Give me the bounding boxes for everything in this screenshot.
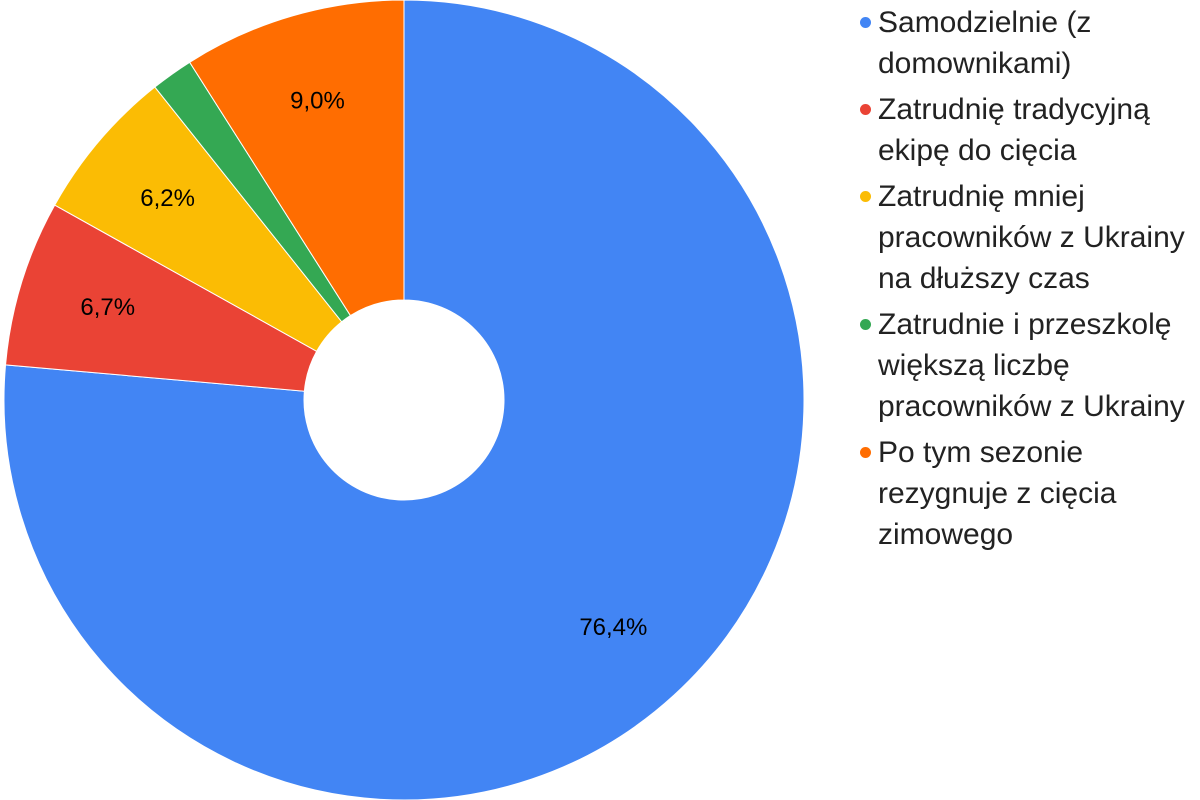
slice-label: 9,0% bbox=[290, 88, 345, 115]
legend-marker bbox=[860, 447, 871, 458]
legend-label: Zatrudnię tradycyjną ekipę do cięcia bbox=[878, 93, 1150, 167]
legend: Samodzielnie (z domownikami) Zatrudnię tr… bbox=[858, 2, 1188, 560]
slice bbox=[188, 0, 405, 317]
legend-marker bbox=[860, 17, 871, 28]
legend-label: Po tym sezonie rezygnuje z cięcia zimowe… bbox=[878, 436, 1117, 551]
slice bbox=[54, 86, 343, 352]
legend-marker bbox=[860, 104, 871, 115]
slice-label: 6,2% bbox=[140, 185, 195, 212]
legend-marker bbox=[860, 191, 871, 202]
slice bbox=[5, 204, 318, 392]
legend-item: Samodzielnie (z domownikami) bbox=[858, 2, 1188, 84]
legend-marker bbox=[860, 319, 871, 330]
legend-item: Zatrudnie i przeszkolę większą liczbę pr… bbox=[858, 304, 1188, 427]
pie-area: 76,4% 6,7% 6,2% 9,0% bbox=[3, 0, 805, 800]
slice-label: 76,4% bbox=[579, 614, 647, 641]
legend-label: Zatrudnie i przeszkolę większą liczbę pr… bbox=[878, 308, 1185, 423]
legend-item: Zatrudnię mniej pracowników z Ukrainy na… bbox=[858, 176, 1188, 299]
legend-item: Zatrudnię tradycyjną ekipę do cięcia bbox=[858, 89, 1188, 171]
legend-label: Samodzielnie (z domownikami) bbox=[878, 6, 1092, 80]
legend-item: Po tym sezonie rezygnuje z cięcia zimowe… bbox=[858, 432, 1188, 555]
slice-label: 6,7% bbox=[80, 294, 135, 321]
legend-label: Zatrudnię mniej pracowników z Ukrainy na… bbox=[878, 180, 1185, 295]
slice bbox=[3, 0, 805, 800]
